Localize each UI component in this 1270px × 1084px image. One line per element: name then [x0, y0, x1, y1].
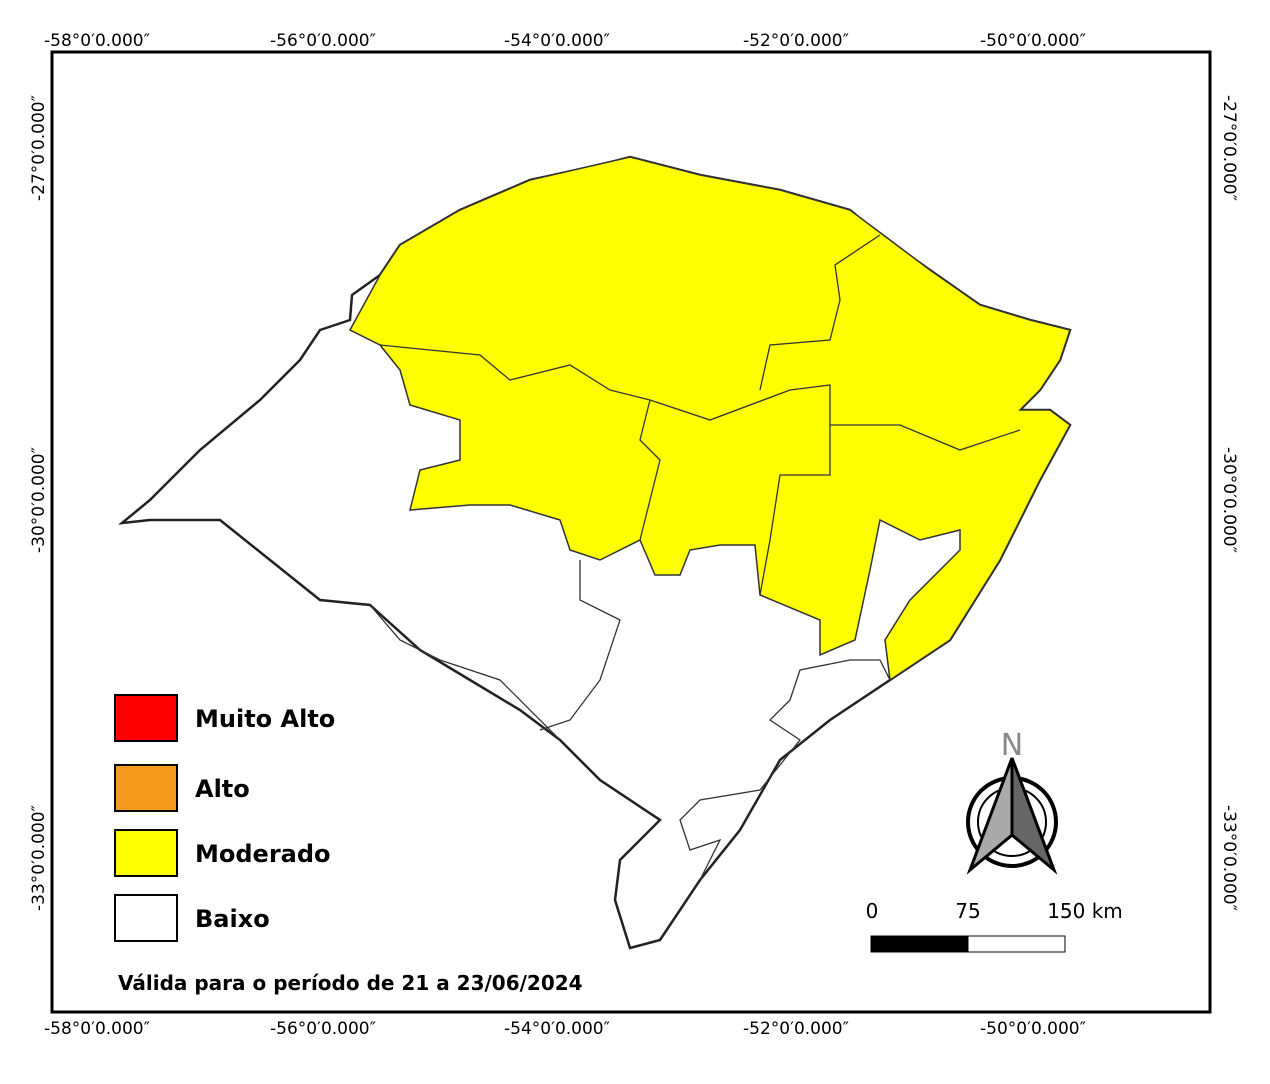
scale-label: 0: [866, 899, 879, 923]
latitude-label: -33°0′0.000″: [1219, 805, 1239, 911]
longitude-label: -50°0′0.000″: [980, 1019, 1086, 1039]
legend-swatch: [114, 894, 178, 942]
north-arrow: N: [966, 728, 1058, 875]
longitude-label: -56°0′0.000″: [270, 1019, 376, 1039]
legend-label: Alto: [195, 775, 250, 803]
longitude-label: -58°0′0.000″: [44, 1019, 150, 1039]
longitude-label: -52°0′0.000″: [743, 31, 849, 51]
latitude-label: -33°0′0.000″: [29, 805, 49, 911]
validity-note: Válida para o período de 21 a 23/06/2024: [118, 971, 583, 995]
region-boundaries: [369, 234, 1021, 881]
legend-swatch: [114, 764, 178, 812]
longitude-label: -52°0′0.000″: [743, 1019, 849, 1039]
latitude-label: -30°0′0.000″: [1219, 447, 1239, 553]
longitude-label: -54°0′0.000″: [504, 31, 610, 51]
scale-label: 75: [955, 899, 980, 923]
legend: Muito Alto Alto Moderado Baixo: [114, 694, 335, 942]
legend-swatch: [114, 694, 178, 742]
north-label: N: [1001, 728, 1023, 763]
scale-bar: [870, 935, 1066, 953]
legend-swatch: [114, 829, 178, 877]
scale-label: 150 km: [1047, 899, 1123, 923]
legend-label: Muito Alto: [195, 705, 335, 733]
latitude-label: -27°0′0.000″: [29, 95, 49, 201]
legend-label: Baixo: [195, 905, 270, 933]
moderate-region: [348, 156, 1071, 682]
latitude-label: -30°0′0.000″: [29, 447, 49, 553]
longitude-label: -58°0′0.000″: [44, 31, 150, 51]
latitude-label: -27°0′0.000″: [1219, 95, 1239, 201]
legend-label: Moderado: [195, 840, 331, 868]
longitude-label: -54°0′0.000″: [504, 1019, 610, 1039]
longitude-label: -56°0′0.000″: [270, 31, 376, 51]
longitude-label: -50°0′0.000″: [980, 31, 1086, 51]
